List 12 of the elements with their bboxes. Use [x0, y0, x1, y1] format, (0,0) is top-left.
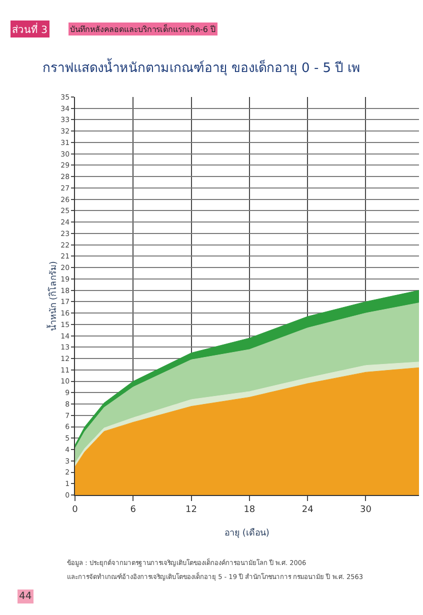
y-axis-title: น้ำหนัก (กิโลกรัม) [46, 261, 60, 331]
x-axis-title: อายุ (เดือน) [224, 528, 270, 539]
chart-title: กราฟแสดงน้ำหนักตามเกณฑ์อายุ ของเด็กอายุ 0 - 5 ปี เพ [42, 58, 360, 76]
x-tick-label: 18 [244, 504, 256, 515]
text: ส่วนที่ 3 [12, 22, 48, 36]
text: 44 [19, 591, 32, 602]
x-tick-label: 24 [302, 504, 314, 515]
x-tick-label: 30 [360, 504, 372, 515]
x-tick-label: 0 [72, 504, 78, 515]
x-tick-label: 6 [130, 504, 136, 515]
x-tick-label: 12 [186, 504, 198, 515]
text: บันทึกหลังคลอดและบริการเด็กแรกเกิด-6 ปี [70, 24, 216, 34]
